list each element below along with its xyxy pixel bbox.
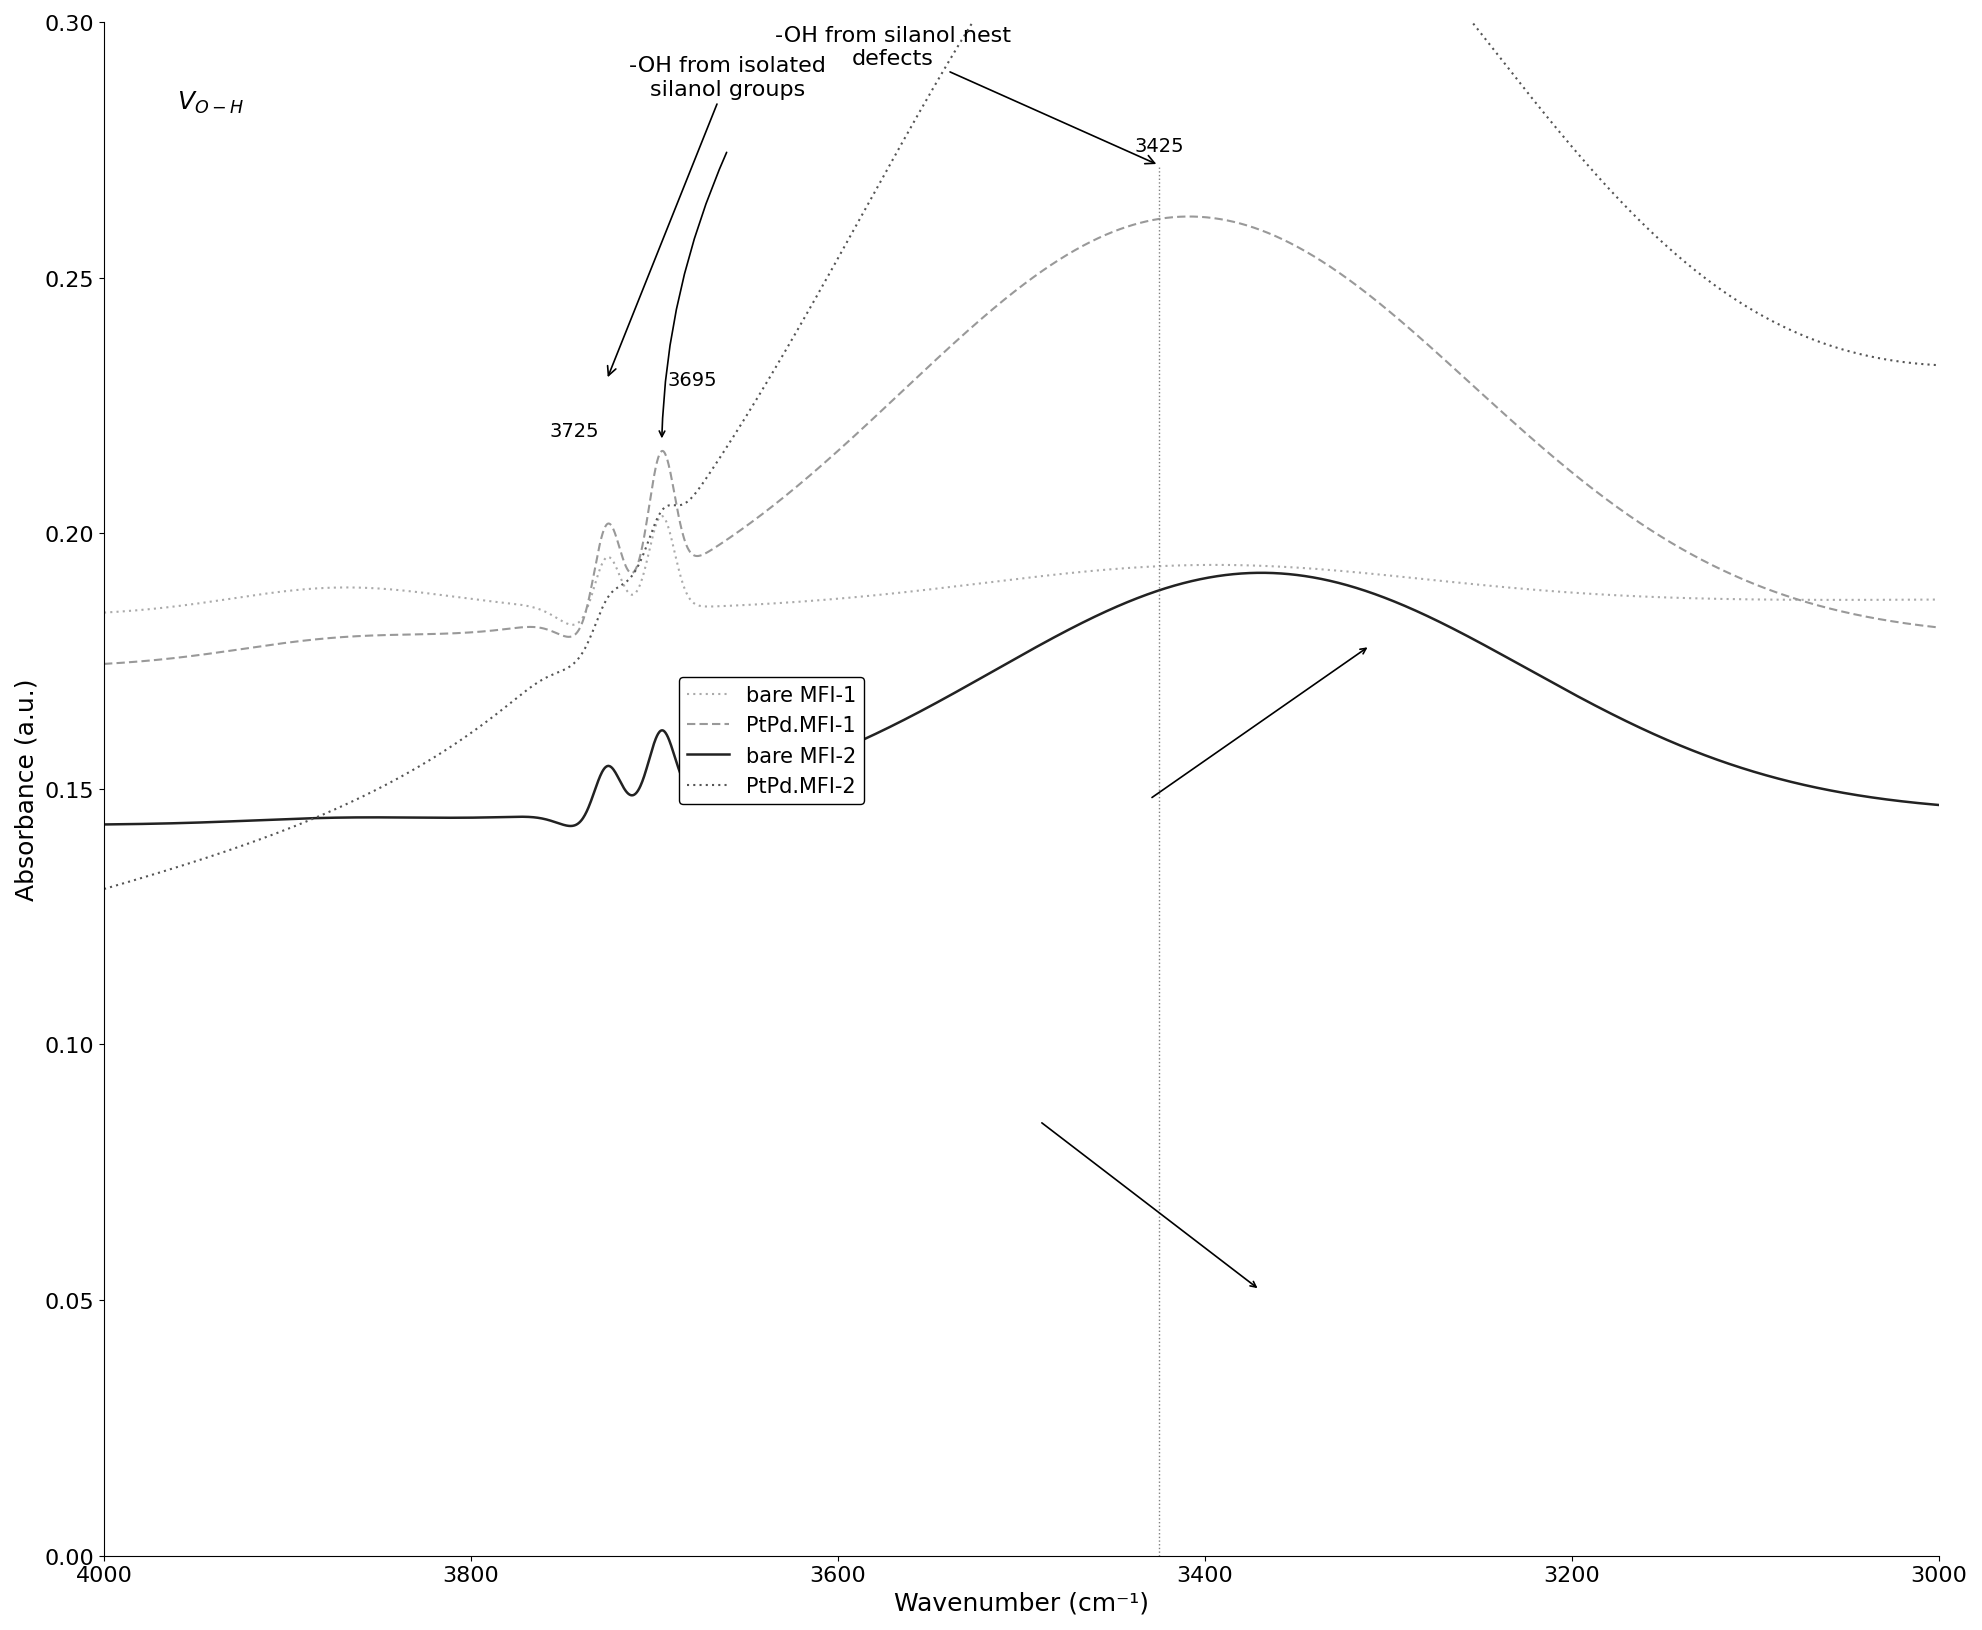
Text: -OH from silanol nest
defects: -OH from silanol nest defects (775, 26, 1156, 165)
PtPd.MFI-2 (1693, 269, 1716, 289)
PtPd.MFI-1 (876, 396, 900, 416)
bare MFI-2 (1695, 747, 1718, 766)
bare MFI-2 (1927, 795, 1950, 815)
bare MFI-2 (797, 753, 821, 773)
bare MFI-2 (1249, 564, 1272, 584)
PtPd.MFI-2 (91, 880, 115, 900)
bare MFI-2 (410, 808, 434, 828)
bare MFI-2 (1891, 792, 1915, 812)
Y-axis label: Absorbance (a.u.): Absorbance (a.u.) (16, 678, 40, 900)
bare MFI-1 (91, 603, 115, 623)
bare MFI-1 (301, 579, 325, 598)
bare MFI-1 (561, 616, 585, 636)
PtPd.MFI-1 (795, 468, 819, 487)
bare MFI-1 (876, 585, 900, 605)
PtPd.MFI-2 (301, 810, 325, 830)
bare MFI-2 (559, 817, 583, 836)
X-axis label: Wavenumber (cm⁻¹): Wavenumber (cm⁻¹) (894, 1591, 1150, 1615)
bare MFI-1 (1695, 590, 1718, 610)
PtPd.MFI-2 (795, 303, 819, 323)
Line: PtPd.MFI-1: PtPd.MFI-1 (103, 217, 1938, 665)
Text: 3695: 3695 (668, 370, 717, 390)
bare MFI-2 (91, 815, 115, 835)
bare MFI-1 (1927, 590, 1950, 610)
PtPd.MFI-1 (1927, 618, 1950, 637)
PtPd.MFI-1 (1693, 553, 1716, 572)
Line: bare MFI-2: bare MFI-2 (103, 574, 1938, 826)
Text: 3425: 3425 (1134, 137, 1183, 156)
PtPd.MFI-2 (1891, 354, 1915, 373)
PtPd.MFI-1 (410, 624, 434, 644)
PtPd.MFI-1 (1891, 615, 1915, 634)
PtPd.MFI-2 (1927, 357, 1950, 377)
Line: bare MFI-1: bare MFI-1 (103, 517, 1938, 626)
Line: PtPd.MFI-2: PtPd.MFI-2 (103, 0, 1938, 890)
bare MFI-1 (1891, 590, 1915, 610)
bare MFI-2 (301, 808, 325, 828)
bare MFI-2 (876, 719, 900, 738)
bare MFI-1 (650, 507, 674, 526)
PtPd.MFI-2 (410, 755, 434, 774)
PtPd.MFI-1 (1177, 207, 1201, 227)
PtPd.MFI-2 (876, 161, 900, 181)
Text: $V_{O-H}$: $V_{O-H}$ (178, 90, 244, 116)
PtPd.MFI-1 (301, 631, 325, 650)
bare MFI-1 (797, 592, 821, 611)
bare MFI-1 (410, 584, 434, 603)
PtPd.MFI-1 (91, 655, 115, 675)
Legend: bare MFI-1, PtPd.MFI-1, bare MFI-2, PtPd.MFI-2: bare MFI-1, PtPd.MFI-1, bare MFI-2, PtPd… (680, 676, 864, 805)
Text: -OH from isolated
silanol groups: -OH from isolated silanol groups (608, 57, 826, 377)
Text: 3725: 3725 (549, 422, 599, 440)
